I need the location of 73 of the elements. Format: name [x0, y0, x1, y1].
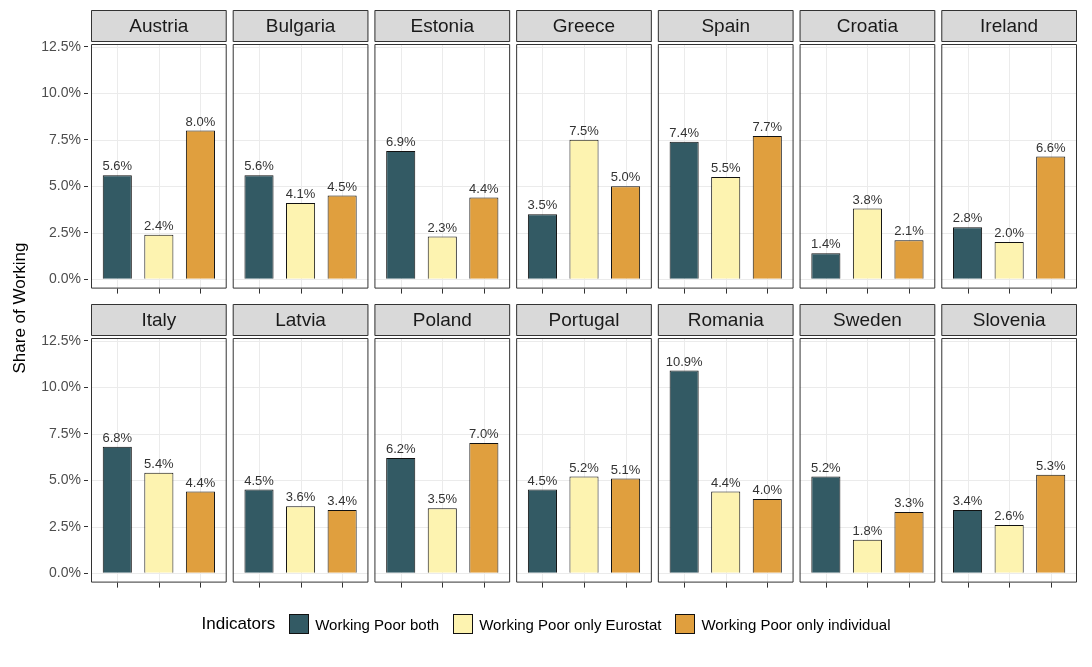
data-label: 3.5%: [427, 491, 458, 507]
data-label: 6.2%: [385, 441, 416, 457]
data-label: 3.4%: [327, 493, 358, 509]
x-tick-label: Romania: [687, 308, 765, 330]
data-label: 7.0%: [469, 426, 500, 442]
y-tick-label: 12.5%: [41, 37, 81, 54]
data-label: 6.6%: [1035, 139, 1066, 155]
x-tick-label: Bulgaria: [265, 14, 336, 36]
x-tick-label: Portugal: [548, 308, 620, 330]
data-label: 3.5%: [527, 197, 558, 213]
data-label: 4.4%: [710, 474, 741, 490]
data-label: 4.4%: [185, 474, 216, 490]
y-tick-label: 7.5%: [49, 130, 81, 147]
data-label: 4.0%: [752, 481, 783, 497]
legend-title: Indicators: [201, 614, 276, 634]
x-tick-label: Spain: [701, 14, 751, 36]
data-label: 1.4%: [811, 236, 842, 252]
data-label: 2.8%: [952, 210, 983, 226]
y-tick-label: 7.5%: [49, 424, 81, 441]
x-tick-label: Slovenia: [972, 308, 1047, 330]
data-label: 5.4%: [144, 455, 175, 471]
x-tick-label: Sweden: [833, 308, 902, 330]
data-label: 3.8%: [852, 191, 883, 207]
data-label: 4.5%: [527, 472, 558, 488]
y-tick-label: 12.5%: [41, 331, 81, 348]
data-label: 5.6%: [244, 158, 275, 174]
x-tick-label: Ireland: [980, 14, 1039, 36]
data-label: 3.6%: [285, 489, 316, 505]
data-label: 4.5%: [327, 178, 358, 194]
data-label: 5.6%: [102, 158, 133, 174]
x-tick-label: Estonia: [410, 14, 475, 36]
y-tick-label: 10.0%: [41, 378, 81, 395]
x-tick-label: Italy: [141, 308, 177, 330]
x-tick-label: Poland: [412, 308, 472, 330]
y-tick-label: 5.0%: [49, 471, 81, 488]
y-tick-label: 0.0%: [49, 564, 81, 581]
data-label: 2.4%: [144, 217, 175, 233]
x-tick-label: Austria: [129, 14, 189, 36]
data-label: 6.9%: [385, 134, 416, 150]
legend-label: Working Poor only Eurostat: [479, 615, 662, 633]
x-tick-label: Greece: [552, 14, 616, 36]
data-label: 7.5%: [569, 122, 600, 138]
x-tick-label: Latvia: [275, 308, 327, 330]
data-label: 3.3%: [894, 495, 925, 510]
data-label: 5.2%: [811, 459, 842, 475]
data-label: 10.9%: [665, 353, 704, 369]
y-tick-label: 2.5%: [49, 223, 81, 240]
data-label: 5.1%: [610, 461, 641, 477]
y-tick-label: 0.0%: [49, 270, 81, 287]
data-label: 2.1%: [894, 223, 925, 239]
y-axis-title: Share of Working: [10, 242, 30, 374]
data-label: 1.8%: [852, 522, 883, 538]
x-tick-label: Croatia: [836, 14, 899, 36]
y-tick-label: 5.0%: [49, 177, 81, 194]
data-label: 7.4%: [669, 124, 700, 140]
data-label: 6.8%: [102, 429, 133, 445]
data-label: 5.5%: [710, 160, 741, 176]
data-label: 4.1%: [285, 186, 316, 202]
legend-label: Working Poor only individual: [701, 615, 891, 633]
data-label: 5.0%: [610, 169, 641, 185]
legend-label: Working Poor both: [315, 615, 440, 633]
data-label: 5.2%: [569, 459, 600, 475]
y-tick-label: 2.5%: [49, 517, 81, 534]
data-label: 4.4%: [469, 180, 500, 196]
data-label: 3.4%: [952, 493, 983, 509]
data-label: 4.5%: [244, 472, 275, 488]
data-label: 2.0%: [994, 225, 1025, 241]
y-tick-label: 10.0%: [41, 84, 81, 101]
data-label: 8.0%: [185, 113, 216, 129]
data-label: 2.3%: [427, 219, 458, 235]
data-label: 7.7%: [752, 119, 783, 135]
data-label: 2.6%: [994, 508, 1025, 524]
data-label: 5.3%: [1035, 457, 1066, 473]
